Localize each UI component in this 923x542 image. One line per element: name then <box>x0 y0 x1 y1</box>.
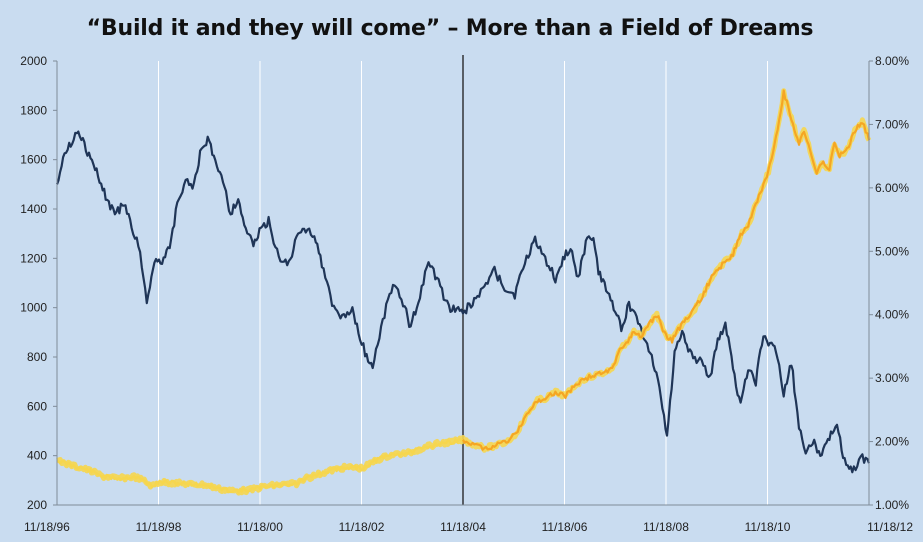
series-line-post <box>462 89 871 451</box>
x-tick-label: 11/18/98 <box>136 520 182 534</box>
y-tick-label-left: 1000 <box>20 301 47 315</box>
y-tick-label-left: 1400 <box>20 202 47 216</box>
y-tick-label-left: 800 <box>27 350 47 364</box>
chart-title: “Build it and they will come” – More tha… <box>86 16 814 41</box>
series-line <box>55 130 871 474</box>
x-tick-label: 11/18/04 <box>440 520 486 534</box>
y-tick-label-left: 1800 <box>20 103 47 117</box>
y-tick-label-right: 3.00% <box>875 371 909 385</box>
tick-labels: 11/18/96 11/18/98 11/18/00 11/18/02 11/18/04… <box>20 54 913 534</box>
y-tick-label-right: 8.00% <box>875 54 909 68</box>
x-tick-label: 11/18/02 <box>339 520 385 534</box>
y-tick-label-left: 1600 <box>20 153 47 167</box>
series-line-pre <box>56 437 464 494</box>
axis-layer <box>53 60 873 506</box>
y-tick-label-right: 5.00% <box>875 244 909 258</box>
y-tick-label-left: 600 <box>27 399 47 413</box>
x-tick-label: 11/18/08 <box>643 520 689 534</box>
series-left-axis <box>55 130 871 474</box>
y-tick-label-left: 200 <box>27 498 47 512</box>
y-tick-label-right: 7.00% <box>875 117 909 131</box>
y-tick-label-right: 1.00% <box>875 498 909 512</box>
y-tick-label-left: 2000 <box>20 54 47 68</box>
y-tick-label-left: 1200 <box>20 251 47 265</box>
y-tick-label-right: 2.00% <box>875 435 909 449</box>
x-tick-label: 11/18/10 <box>745 520 791 534</box>
x-tick-label: 11/18/12 <box>867 520 913 534</box>
x-tick-label: 11/18/00 <box>237 520 283 534</box>
x-tick-label: 11/18/06 <box>542 520 588 534</box>
y-tick-label-right: 6.00% <box>875 181 909 195</box>
y-tick-label-right: 4.00% <box>875 308 909 322</box>
series-layer <box>55 88 872 496</box>
y-tick-label-left: 400 <box>27 449 47 463</box>
x-tick-label: 11/18/96 <box>24 520 70 534</box>
series-right-axis <box>56 88 872 496</box>
